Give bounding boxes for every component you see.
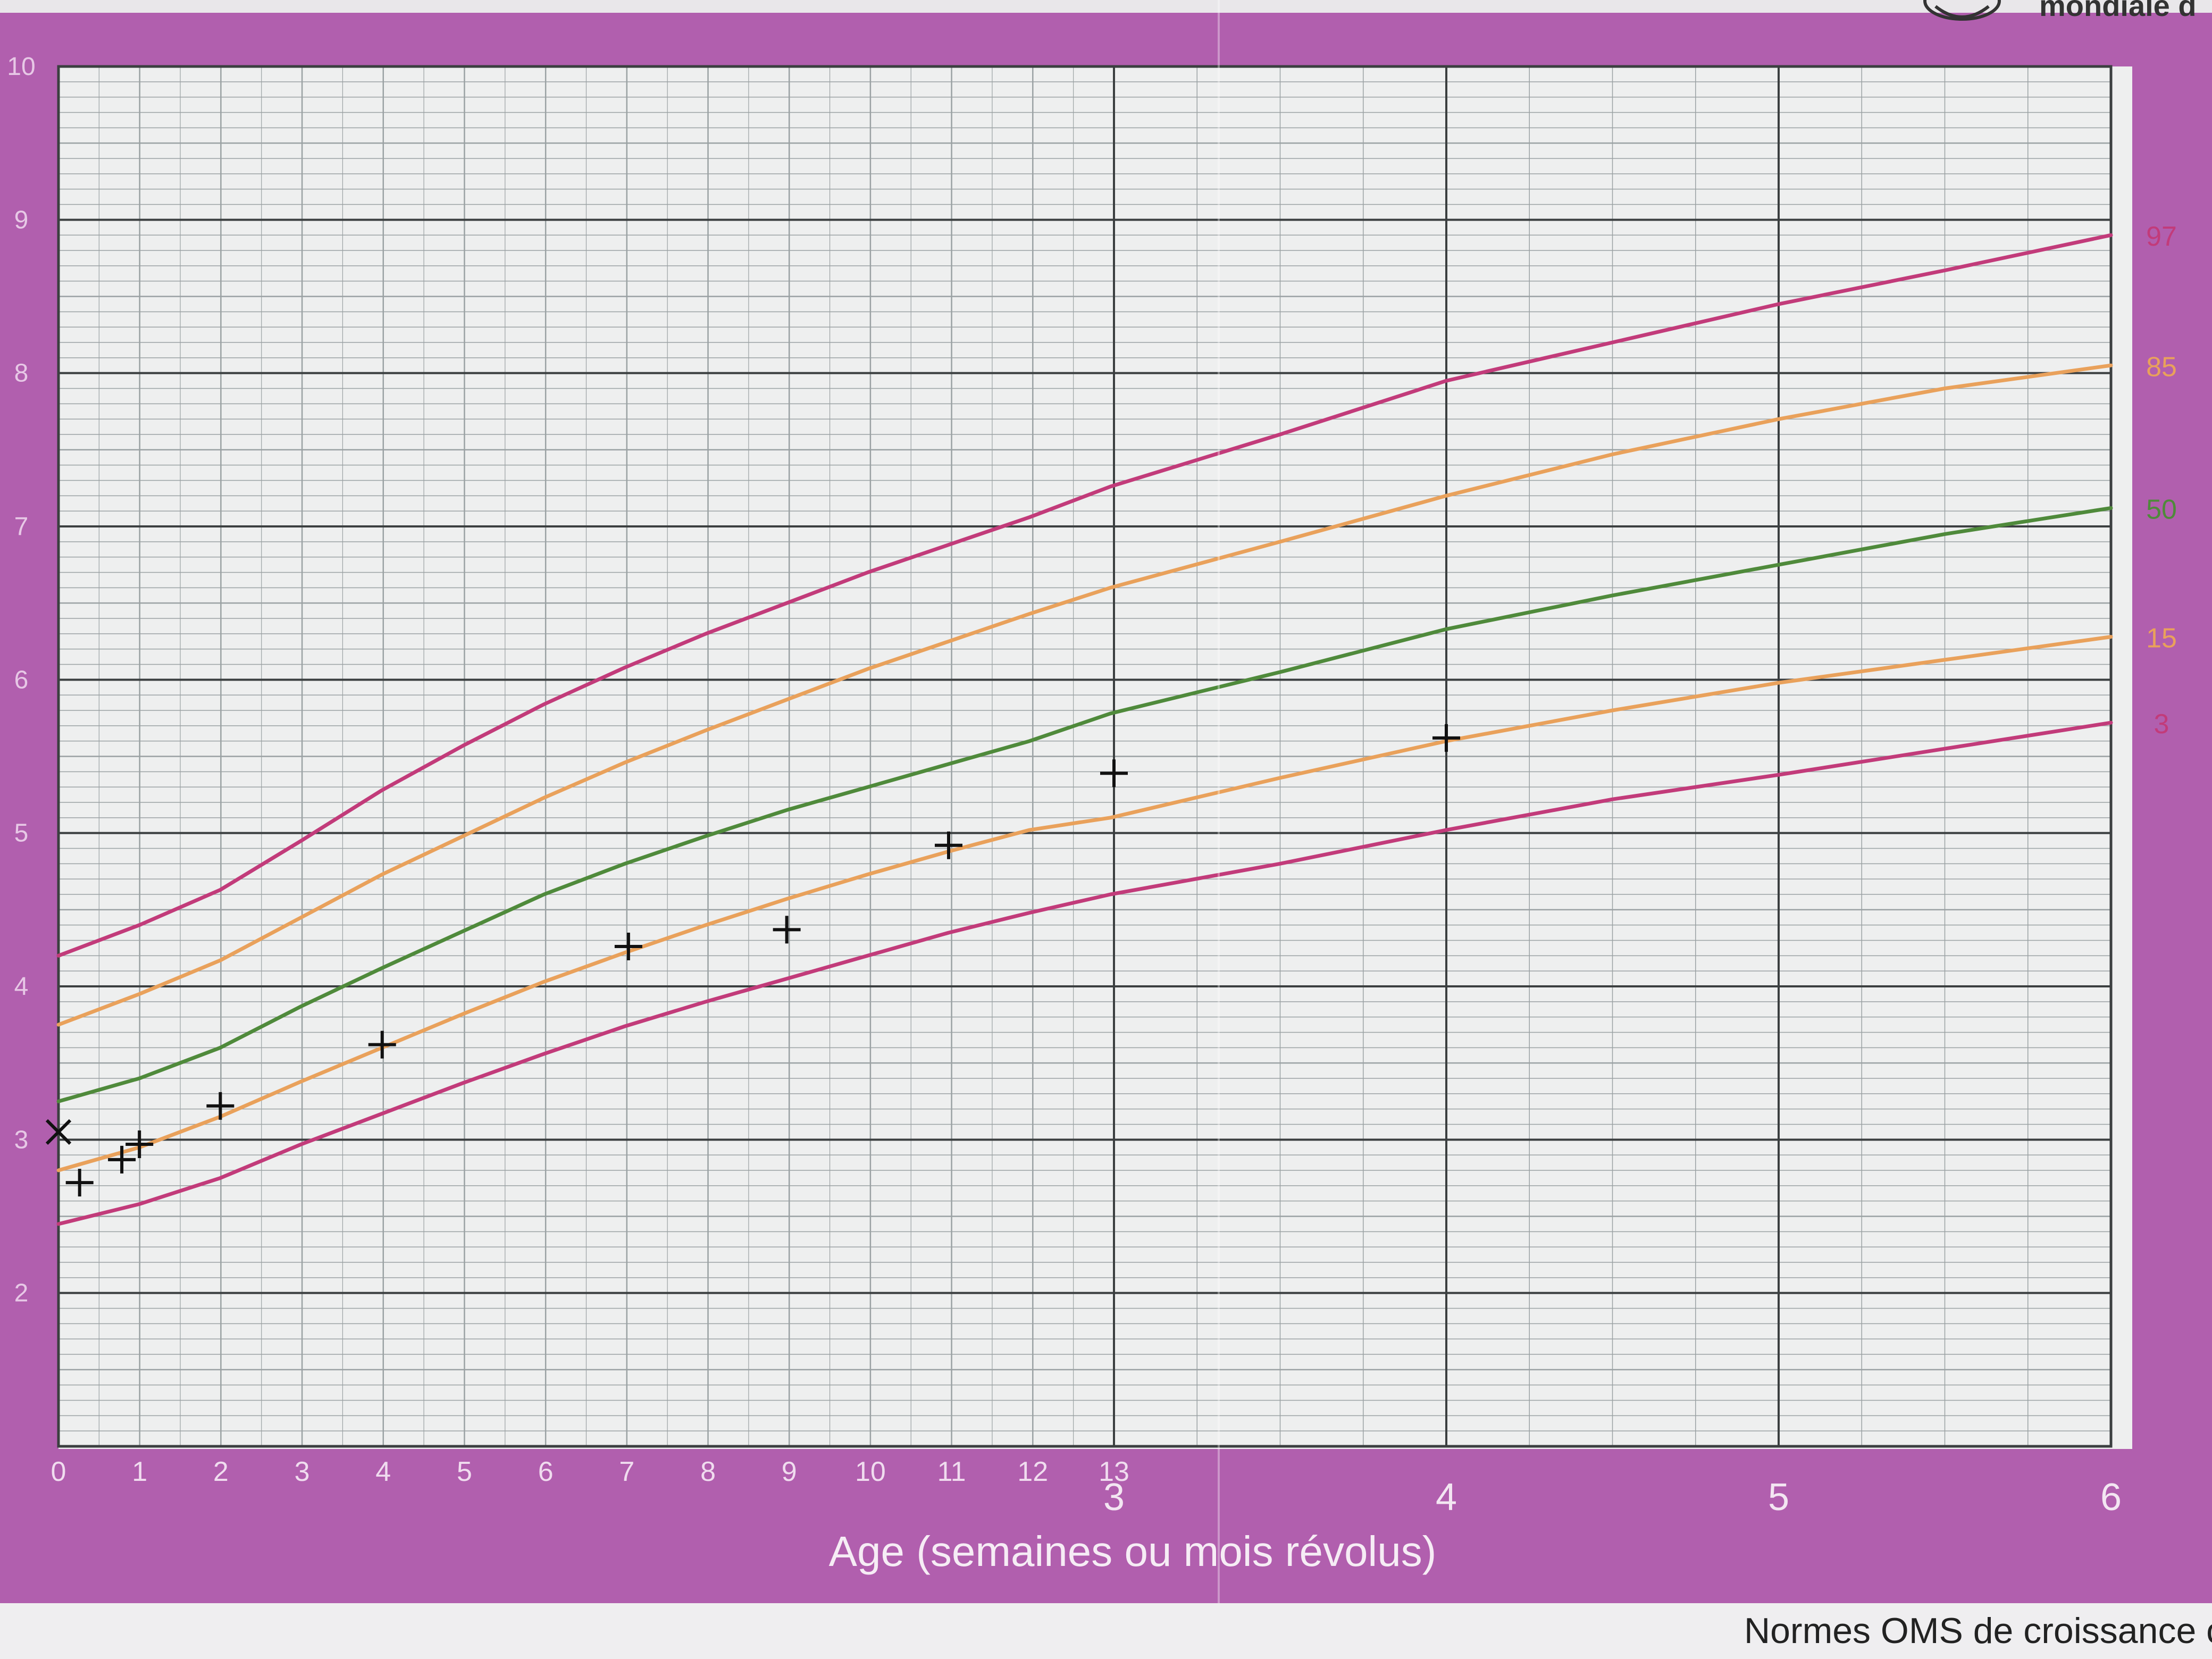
grid-major — [57, 65, 2113, 1448]
measurement-marks — [45, 724, 1460, 1197]
measurement-point — [108, 1145, 136, 1174]
x-tick-label-week: 11 — [937, 1456, 966, 1487]
percentile-curve-3 — [56, 720, 2113, 1226]
x-tick-label-month: 3 — [1103, 1476, 1125, 1519]
grid-minor — [57, 66, 2111, 1446]
x-tick-label-week: 9 — [782, 1456, 797, 1487]
x-tick-label-month: 4 — [1436, 1476, 1457, 1519]
percentile-curve-15 — [56, 635, 2113, 1172]
x-tick-label-week: 2 — [213, 1456, 229, 1487]
footer-text: Normes OMS de croissance c — [1744, 1611, 2212, 1651]
percentile-label-50: 50 — [2146, 494, 2177, 525]
x-tick-label-week: 13 — [1099, 1456, 1129, 1487]
x-tick-label-week: 10 — [855, 1456, 886, 1487]
percentile-label-3: 3 — [2154, 709, 2169, 740]
percentile-curve-50 — [56, 506, 2113, 1103]
measurement-point — [65, 1169, 94, 1197]
measurement-point — [935, 831, 963, 859]
x-tick-label-week: 3 — [295, 1456, 310, 1487]
x-tick-label-week: 7 — [619, 1456, 634, 1487]
x-tick-label-week: 4 — [375, 1456, 391, 1487]
y-tick-label: 9 — [14, 206, 29, 234]
measurement-point — [206, 1092, 234, 1120]
chart-plot-area — [58, 66, 2132, 1449]
paper-fold — [1218, 0, 1220, 1659]
y-tick-label: 10 — [7, 53, 35, 81]
organization-name: mondiale d — [2039, 0, 2197, 22]
y-tick-label: 7 — [14, 513, 29, 541]
x-tick-label-week: 6 — [538, 1456, 554, 1487]
y-tick-label: 5 — [14, 819, 29, 848]
footer-band — [0, 1603, 2212, 1659]
percentile-label-15: 15 — [2146, 623, 2177, 654]
percentile-label-85: 85 — [2146, 351, 2177, 382]
measurement-point — [1100, 759, 1128, 787]
measurement-point — [125, 1130, 154, 1158]
organization-logo-icon — [1923, 0, 2001, 21]
paper-strip-top — [0, 0, 2212, 13]
percentile-curves — [56, 233, 2113, 1226]
measurement-point — [1432, 724, 1460, 752]
percentile-label-97: 97 — [2146, 221, 2177, 252]
x-tick-label-week: 12 — [1017, 1456, 1048, 1487]
measurement-point — [368, 1030, 396, 1059]
y-tick-labels: 2 3 4 5 6 7 8 9 10 — [7, 53, 35, 1308]
x-tick-label-week: 1 — [132, 1456, 147, 1487]
x-tick-label-week: 8 — [700, 1456, 716, 1487]
x-tick-label-week: 5 — [457, 1456, 472, 1487]
y-tick-label: 4 — [14, 973, 29, 1001]
x-axis-label: Age (semaines ou mois révolus) — [829, 1528, 1437, 1575]
percentile-labels: 97 85 50 15 3 — [2146, 221, 2177, 740]
plot-frame — [57, 65, 2113, 1448]
y-tick-label: 6 — [14, 666, 29, 694]
x-tick-labels: 0 1 2 3 4 5 6 7 8 9 10 11 12 133 4 5 6 — [51, 1456, 2122, 1519]
x-tick-label-month: 5 — [1768, 1476, 1789, 1519]
measurement-point — [614, 933, 642, 961]
x-tick-label-month: 6 — [2100, 1476, 2122, 1519]
percentile-curve-97 — [56, 233, 2113, 958]
percentile-curve-85 — [56, 363, 2113, 1027]
y-tick-label: 2 — [14, 1279, 29, 1308]
x-tick-label-week: 0 — [51, 1456, 66, 1487]
measurement-point — [45, 1119, 72, 1145]
y-tick-label: 8 — [14, 359, 29, 388]
y-tick-label: 3 — [14, 1126, 29, 1154]
measurement-point — [773, 916, 801, 944]
